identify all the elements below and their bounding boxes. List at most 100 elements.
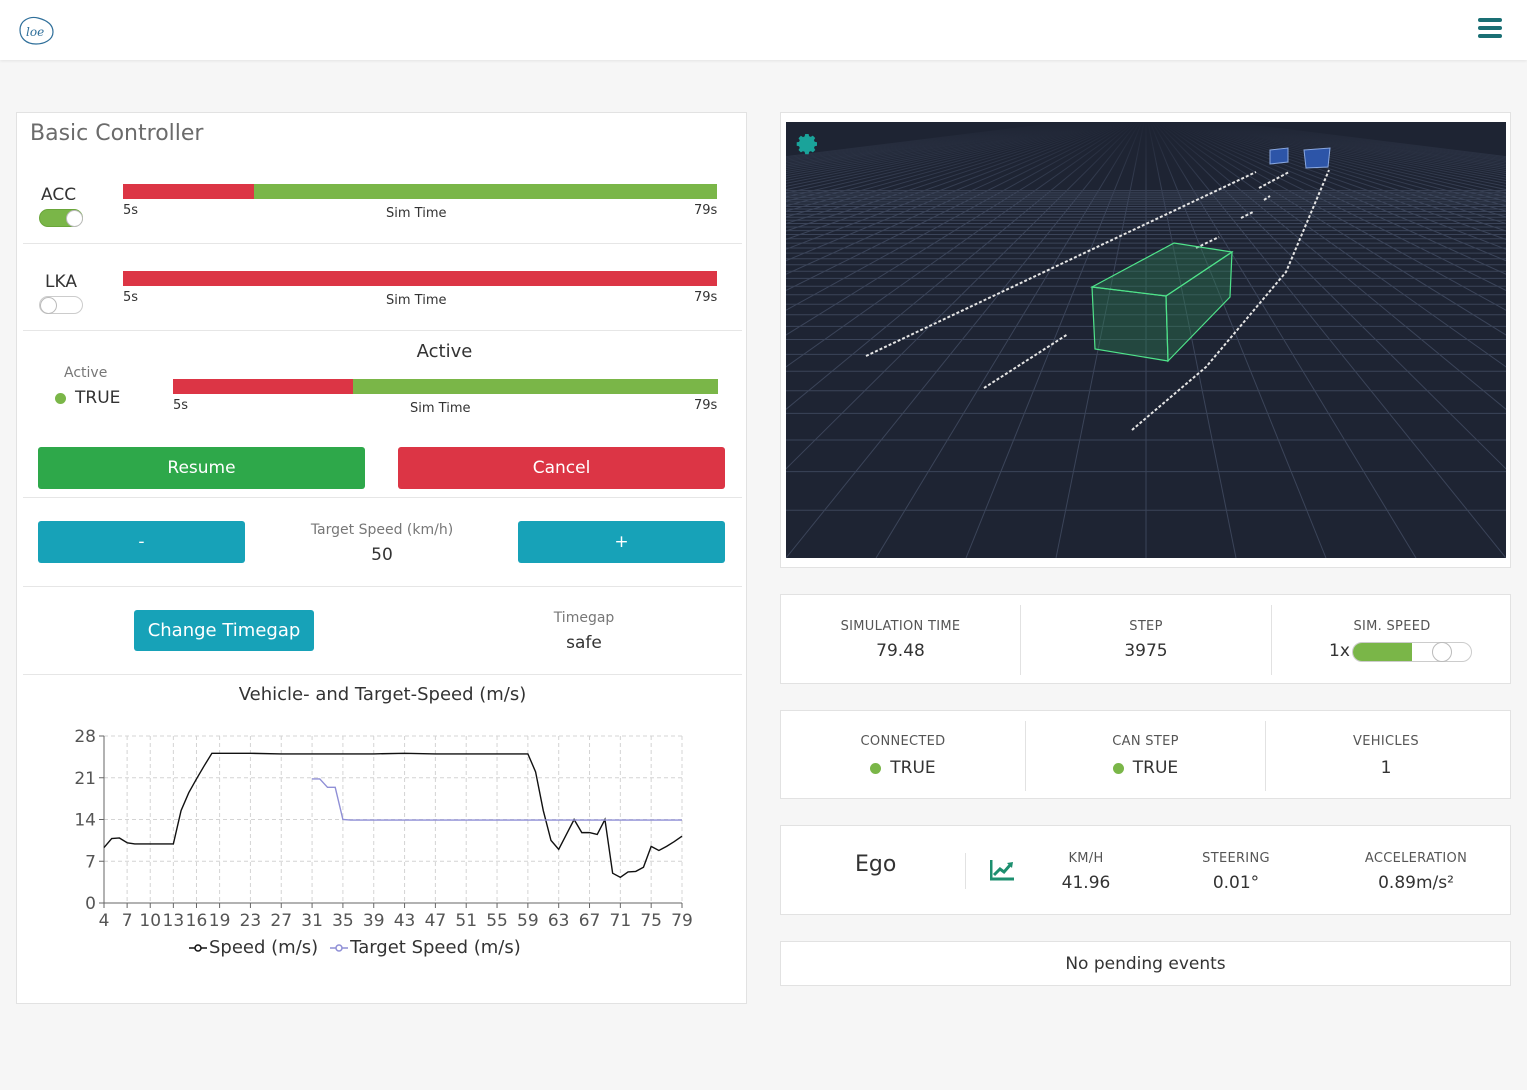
x-tick-label: 7 — [122, 911, 133, 931]
acc-timeline-active — [253, 184, 717, 199]
legend-speed-marker — [189, 943, 207, 952]
y-tick-label: 21 — [74, 769, 96, 789]
step-caption: STEP — [1129, 619, 1163, 634]
change-timegap-button[interactable]: Change Timegap — [134, 610, 314, 651]
simulation-time-value: 79.48 — [876, 641, 925, 661]
active-timeline-max: 79s — [694, 398, 718, 413]
timegap-value: safe — [566, 633, 602, 653]
connected-status: TRUE — [781, 758, 1025, 778]
x-tick-label: 71 — [610, 911, 632, 931]
x-tick-label: 75 — [640, 911, 662, 931]
legend-speed-label: Speed (m/s) — [209, 937, 319, 958]
acc-timeline-min: 5s — [123, 203, 139, 218]
kmh-cell: KM/H 41.96 — [1026, 826, 1146, 916]
hamburger-icon[interactable] — [1478, 18, 1502, 40]
panel-title: Basic Controller — [30, 121, 204, 146]
connected-caption: CONNECTED — [860, 734, 946, 749]
steering-caption: STEERING — [1202, 851, 1270, 866]
sim-speed-fill — [1353, 643, 1412, 661]
acc-timeline-max: 79s — [694, 203, 718, 218]
resume-button[interactable]: Resume — [38, 447, 365, 489]
timegap-caption: Timegap — [553, 610, 615, 626]
x-tick-label: 59 — [517, 911, 539, 931]
lka-toggle[interactable] — [39, 296, 83, 314]
x-tick-label: 16 — [186, 911, 208, 931]
divider — [965, 853, 966, 889]
y-tick-label: 14 — [74, 811, 96, 831]
acc-label: ACC — [41, 185, 77, 205]
lka-label: LKA — [45, 272, 77, 292]
basic-controller-panel: Basic Controller ACC 5s Sim Time 79s LKA… — [16, 112, 747, 1004]
divider — [23, 330, 742, 331]
steering-value: 0.01° — [1212, 873, 1260, 893]
connection-panel: CONNECTED TRUE CAN STEP TRUE VEHICLES 1 — [780, 710, 1511, 799]
active-status: TRUE — [55, 388, 120, 408]
svg-text:loe: loe — [26, 25, 44, 39]
can-step-status: TRUE — [1026, 758, 1265, 778]
x-tick-label: 63 — [548, 911, 570, 931]
legend-target-label: Target Speed (m/s) — [350, 937, 521, 958]
chart-title: Vehicle- and Target-Speed (m/s) — [238, 684, 527, 705]
sim-speed-caption: SIM. SPEED — [1353, 619, 1431, 634]
lka-timeline-max: 79s — [694, 290, 718, 305]
y-tick-label: 0 — [85, 894, 96, 914]
x-tick-label: 31 — [301, 911, 323, 931]
x-tick-label: 51 — [455, 911, 477, 931]
sim-speed-handle[interactable] — [1432, 642, 1452, 662]
divider — [23, 674, 742, 675]
cancel-button[interactable]: Cancel — [398, 447, 725, 489]
legend-target-speed[interactable]: Target Speed (m/s) — [330, 937, 521, 958]
increase-speed-button[interactable]: + — [518, 521, 725, 563]
x-tick-label: 10 — [139, 911, 161, 931]
scene-canvas[interactable] — [786, 122, 1506, 558]
x-tick-label: 23 — [240, 911, 262, 931]
x-tick-label: 13 — [163, 911, 185, 931]
x-tick-label: 39 — [363, 911, 385, 931]
logo[interactable]: loe — [16, 14, 56, 46]
x-tick-label: 4 — [99, 911, 110, 931]
active-caption: Active — [64, 365, 108, 381]
connected-value: TRUE — [890, 758, 936, 778]
active-title: Active — [416, 341, 473, 362]
status-dot — [870, 762, 882, 774]
acceleration-value: 0.89m/s² — [1378, 873, 1454, 893]
steering-cell: STEERING 0.01° — [1176, 826, 1296, 916]
ego-name: Ego — [855, 852, 897, 877]
step-cell: STEP 3975 — [1021, 595, 1271, 685]
events-message: No pending events — [1065, 953, 1226, 974]
legend-target-marker — [330, 943, 349, 952]
acc-timeline — [123, 184, 717, 199]
decrease-speed-button[interactable]: - — [38, 521, 245, 563]
simulation-time-cell: SIMULATION TIME 79.48 — [781, 595, 1020, 685]
acceleration-cell: ACCELERATION 0.89m/s² — [1341, 826, 1491, 916]
active-timeline — [173, 379, 718, 394]
x-tick-label: 55 — [486, 911, 508, 931]
vehicles-value: 1 — [1380, 758, 1392, 778]
target-speed-value: 50 — [371, 545, 393, 565]
legend-speed[interactable]: Speed (m/s) — [189, 937, 318, 958]
active-timeline-min: 5s — [173, 398, 189, 413]
x-tick-label: 27 — [270, 911, 292, 931]
speed-series-line — [103, 752, 683, 879]
status-dot — [55, 392, 66, 404]
kmh-value: 41.96 — [1061, 873, 1111, 893]
chart-legend: Speed (m/s) Target Speed (m/s) — [189, 937, 533, 958]
connected-cell: CONNECTED TRUE — [781, 711, 1025, 801]
acc-toggle[interactable] — [39, 209, 83, 227]
x-tick-label: 35 — [332, 911, 354, 931]
lka-timeline-label: Sim Time — [386, 293, 447, 308]
events-panel: No pending events — [780, 941, 1511, 986]
divider — [1025, 721, 1026, 791]
x-tick-label: 19 — [209, 911, 231, 931]
divider — [23, 497, 742, 498]
gear-icon[interactable] — [795, 132, 819, 156]
sim-speed-slider[interactable] — [1352, 642, 1472, 662]
target-speed-caption: Target Speed (km/h) — [310, 522, 454, 538]
divider — [23, 243, 742, 244]
active-timeline-label: Sim Time — [410, 401, 471, 416]
top-bar: loe — [0, 0, 1527, 60]
line-chart-icon[interactable] — [990, 859, 1015, 881]
divider — [1271, 605, 1272, 675]
active-timeline-active — [352, 379, 718, 394]
acc-timeline-label: Sim Time — [386, 206, 447, 221]
